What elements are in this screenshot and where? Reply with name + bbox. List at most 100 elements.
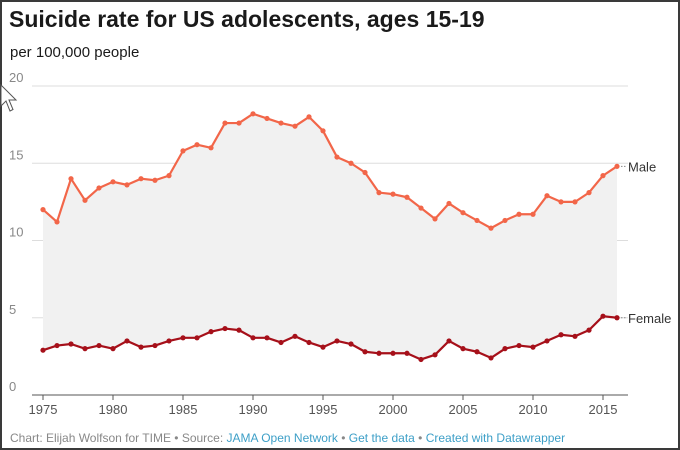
male-data-point xyxy=(348,160,354,166)
male-data-point xyxy=(138,176,144,182)
get-data-link[interactable]: Get the data xyxy=(348,431,415,445)
female-data-point xyxy=(390,350,396,356)
female-data-point xyxy=(208,329,214,335)
female-data-point xyxy=(236,327,242,333)
male-data-point xyxy=(40,207,46,213)
x-tick-label: 1975 xyxy=(29,402,58,417)
male-data-point xyxy=(222,120,228,126)
series-points xyxy=(40,111,620,363)
male-data-point xyxy=(334,154,340,160)
male-data-point xyxy=(292,123,298,129)
male-data-point xyxy=(54,219,60,225)
female-data-point xyxy=(194,335,200,341)
source-link[interactable]: JAMA Open Network xyxy=(226,431,338,445)
chart-title: Suicide rate for US adolescents, ages 15… xyxy=(9,6,485,32)
female-data-point xyxy=(306,339,312,346)
female-data-point xyxy=(320,344,326,350)
y-tick-label: 5 xyxy=(9,302,16,317)
x-tick-label: 1985 xyxy=(169,402,198,417)
male-data-point xyxy=(362,169,368,176)
footer-credit: Chart: Elijah Wolfson for TIME xyxy=(10,431,171,445)
male-data-point xyxy=(446,200,452,207)
female-data-point xyxy=(180,335,186,341)
male-data-point xyxy=(558,199,564,205)
y-axis-labels: 0 5 10 15 20 xyxy=(9,70,23,394)
x-tick-label: 2015 xyxy=(589,402,618,417)
female-data-point xyxy=(530,344,536,350)
male-data-point xyxy=(418,205,424,211)
female-data-point xyxy=(110,346,116,352)
male-data-point xyxy=(250,111,256,117)
female-series-label: Female xyxy=(628,311,671,326)
male-data-point xyxy=(236,120,242,126)
x-axis-labels: 1975 1980 1985 1990 1995 2000 2005 2010 2015 xyxy=(29,395,618,417)
female-data-point xyxy=(558,332,564,338)
female-data-point xyxy=(68,341,74,347)
female-data-point xyxy=(264,335,270,341)
female-data-point xyxy=(474,349,480,355)
male-data-point xyxy=(600,173,606,179)
female-data-point xyxy=(376,350,382,356)
x-tick-label: 2010 xyxy=(519,402,548,417)
footer-source-prefix: Source: xyxy=(181,431,227,445)
datawrapper-link[interactable]: Created with Datawrapper xyxy=(425,431,566,445)
x-tick-label: 1980 xyxy=(99,402,128,417)
male-data-point xyxy=(404,194,410,200)
female-data-point xyxy=(362,349,368,355)
female-data-point xyxy=(586,327,592,333)
female-data-point xyxy=(600,313,606,319)
male-data-point xyxy=(544,193,550,199)
female-data-point xyxy=(82,346,88,352)
male-data-point xyxy=(502,217,508,224)
male-data-point xyxy=(264,115,270,122)
footer-separator: • xyxy=(170,431,182,445)
chart-footer: Chart: Elijah Wolfson for TIME • Source:… xyxy=(10,431,565,445)
male-data-point xyxy=(320,128,326,134)
female-data-point xyxy=(516,342,522,349)
y-tick-label: 15 xyxy=(9,147,23,162)
male-data-point xyxy=(614,163,620,169)
female-data-point xyxy=(222,325,228,332)
female-data-point xyxy=(432,352,438,358)
x-tick-label: 1995 xyxy=(309,402,338,417)
male-data-point xyxy=(460,210,466,216)
y-tick-label: 10 xyxy=(9,225,23,240)
footer-separator: • xyxy=(414,431,426,445)
female-data-point xyxy=(152,342,158,349)
male-data-point xyxy=(488,225,494,231)
female-data-point xyxy=(502,346,508,352)
male-series-label: Male xyxy=(628,159,656,174)
chart-subtitle: per 100,000 people xyxy=(10,44,140,61)
male-data-point xyxy=(68,176,74,182)
male-data-point xyxy=(572,199,578,205)
x-tick-label: 2000 xyxy=(379,402,408,417)
female-data-point xyxy=(54,342,60,349)
male-data-point xyxy=(306,114,312,120)
male-data-point xyxy=(432,216,438,222)
shaded-band xyxy=(43,113,617,360)
male-data-point xyxy=(376,190,382,196)
mouse-cursor-icon xyxy=(0,84,18,112)
female-data-point xyxy=(96,342,102,349)
male-female-gap-area xyxy=(43,113,617,360)
female-data-point xyxy=(334,338,340,344)
female-data-point xyxy=(138,344,144,350)
female-data-point xyxy=(544,338,550,344)
male-data-point xyxy=(180,148,186,154)
male-data-point xyxy=(194,142,200,148)
x-tick-label: 1990 xyxy=(239,402,268,417)
series-labels: Male Female xyxy=(621,159,671,326)
female-data-point xyxy=(278,339,284,346)
female-data-point xyxy=(124,338,130,344)
female-data-point xyxy=(446,338,452,344)
male-data-point xyxy=(82,197,88,203)
female-data-point xyxy=(418,356,424,363)
male-data-point xyxy=(530,211,536,217)
male-data-point xyxy=(166,173,172,179)
male-data-point xyxy=(152,177,158,183)
male-data-point xyxy=(110,179,116,185)
female-data-point xyxy=(572,333,578,339)
male-data-point xyxy=(208,145,214,151)
y-tick-label: 0 xyxy=(9,379,16,394)
